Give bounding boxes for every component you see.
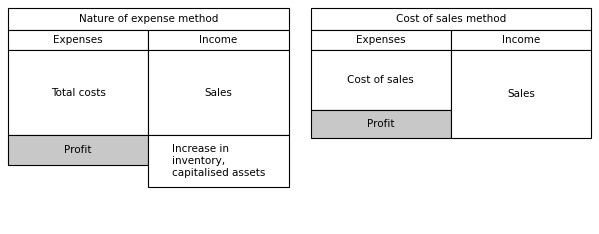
- Bar: [310, 8, 591, 30]
- Bar: [148, 50, 289, 135]
- Text: Income: Income: [199, 35, 237, 45]
- Bar: [148, 135, 289, 187]
- Text: Increase in
inventory,
capitalised assets: Increase in inventory, capitalised asset…: [172, 144, 265, 178]
- Text: Cost of sales method: Cost of sales method: [395, 14, 506, 24]
- Bar: [8, 8, 289, 30]
- Bar: [451, 50, 591, 138]
- Text: Expenses: Expenses: [356, 35, 406, 45]
- Bar: [310, 50, 451, 110]
- Text: Cost of sales: Cost of sales: [347, 75, 414, 85]
- Text: Sales: Sales: [204, 88, 232, 98]
- Bar: [8, 135, 148, 165]
- Text: Sales: Sales: [507, 89, 535, 99]
- Bar: [148, 30, 289, 50]
- Bar: [310, 30, 451, 50]
- Text: Income: Income: [502, 35, 540, 45]
- Text: Total costs: Total costs: [51, 88, 105, 98]
- Text: Profit: Profit: [64, 145, 92, 155]
- Bar: [451, 30, 591, 50]
- Bar: [8, 30, 148, 50]
- Text: Expenses: Expenses: [53, 35, 103, 45]
- Text: Nature of expense method: Nature of expense method: [78, 14, 218, 24]
- Text: Profit: Profit: [367, 119, 394, 129]
- Bar: [310, 110, 451, 138]
- Bar: [8, 50, 148, 135]
